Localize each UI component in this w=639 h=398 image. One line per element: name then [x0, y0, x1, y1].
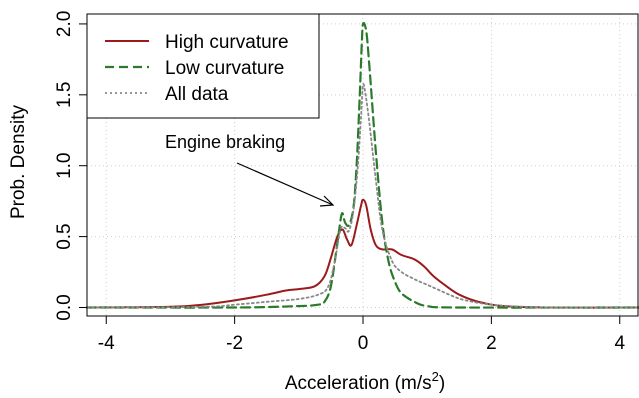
legend: High curvature Low curvature All data: [86, 13, 320, 119]
series-line-low-curvature: [85, 21, 639, 309]
annotation: Engine braking: [165, 132, 335, 207]
x-tick-label: -4: [98, 333, 115, 354]
y-axis: 0.0 0.5 1.0 1.5 2.0: [54, 11, 87, 321]
legend-label: High curvature: [165, 32, 289, 53]
x-tick-label: 4: [614, 333, 625, 354]
y-tick-label: 1.0: [54, 152, 75, 178]
legend-label: All data: [165, 84, 229, 105]
y-tick-label: 1.5: [54, 82, 75, 108]
y-tick-label: 0.5: [54, 223, 75, 249]
series-layer: [85, 21, 639, 309]
x-tick-label: 2: [486, 333, 497, 354]
x-axis-label: Acceleration (m/s2): [285, 369, 445, 394]
annotation-text: Engine braking: [165, 132, 285, 152]
y-tick-label: 0.0: [54, 294, 75, 320]
x-tick-label: 0: [358, 333, 369, 354]
series-line-high-curvature: [86, 198, 639, 309]
series-line-all-data: [86, 83, 639, 309]
annotation-arrow-head: [319, 195, 335, 207]
annotation-arrow-line: [236, 162, 334, 206]
y-axis-label: Prob. Density: [8, 104, 29, 219]
x-axis: -4 -2 0 2 4: [98, 316, 625, 354]
y-tick-label: 2.0: [54, 11, 75, 37]
x-tick-label: -2: [226, 333, 243, 354]
legend-label: Low curvature: [165, 58, 284, 79]
